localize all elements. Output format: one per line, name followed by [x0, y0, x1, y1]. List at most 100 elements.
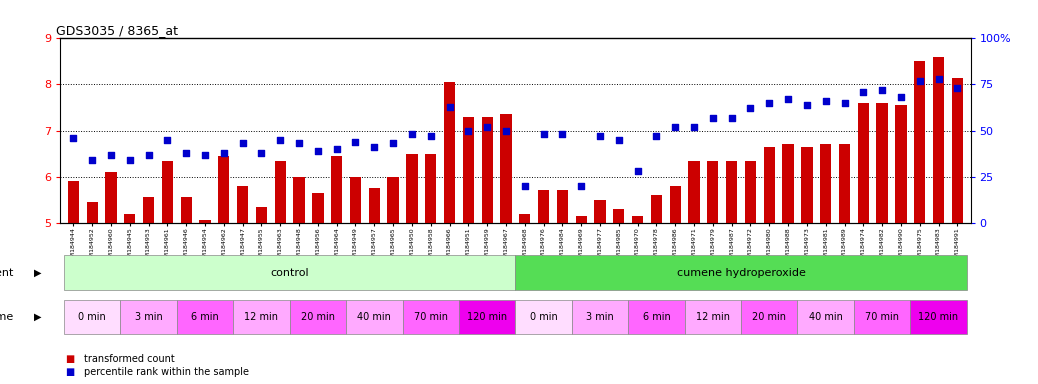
- Point: [65, 135, 82, 141]
- Point: [404, 131, 420, 137]
- Text: 12 min: 12 min: [695, 312, 730, 322]
- Bar: [651, 195, 662, 223]
- Point: [723, 114, 740, 121]
- Bar: [331, 156, 343, 223]
- Point: [497, 127, 514, 134]
- Bar: [350, 177, 361, 223]
- Bar: [234, 300, 290, 334]
- Bar: [914, 61, 926, 223]
- Bar: [952, 78, 963, 223]
- Point: [930, 76, 947, 82]
- Bar: [294, 177, 305, 223]
- Text: ▶: ▶: [33, 268, 42, 278]
- Point: [159, 137, 175, 143]
- Point: [648, 133, 664, 139]
- Point: [949, 85, 965, 91]
- Bar: [67, 181, 79, 223]
- Point: [610, 137, 627, 143]
- Point: [554, 131, 571, 137]
- Bar: [538, 190, 549, 223]
- Point: [272, 137, 289, 143]
- Bar: [516, 255, 966, 290]
- Text: GDS3035 / 8365_at: GDS3035 / 8365_at: [56, 24, 177, 37]
- Bar: [797, 300, 854, 334]
- Bar: [162, 161, 173, 223]
- Point: [780, 96, 796, 102]
- Point: [103, 151, 119, 157]
- Text: 70 min: 70 min: [865, 312, 899, 322]
- Text: ■: ■: [65, 367, 75, 377]
- Point: [121, 157, 138, 163]
- Bar: [275, 161, 285, 223]
- Bar: [707, 161, 718, 223]
- Point: [742, 105, 759, 111]
- Point: [177, 150, 194, 156]
- Point: [385, 141, 402, 147]
- Point: [874, 87, 891, 93]
- Point: [235, 141, 251, 147]
- Bar: [745, 161, 756, 223]
- Bar: [403, 300, 459, 334]
- Point: [705, 114, 721, 121]
- Bar: [595, 200, 605, 223]
- Bar: [368, 188, 380, 223]
- Bar: [482, 117, 493, 223]
- Bar: [176, 300, 234, 334]
- Point: [667, 124, 684, 130]
- Bar: [575, 216, 586, 223]
- Bar: [685, 300, 741, 334]
- Point: [197, 151, 214, 157]
- Bar: [64, 255, 515, 290]
- Text: ■: ■: [65, 354, 75, 364]
- Bar: [688, 161, 700, 223]
- Text: 120 min: 120 min: [919, 312, 959, 322]
- Point: [441, 104, 458, 110]
- Text: 70 min: 70 min: [414, 312, 447, 322]
- Text: agent: agent: [0, 268, 13, 278]
- Text: 3 min: 3 min: [586, 312, 613, 322]
- Point: [911, 78, 928, 84]
- Bar: [741, 300, 797, 334]
- Bar: [876, 103, 887, 223]
- Point: [291, 141, 307, 147]
- Point: [686, 124, 703, 130]
- Bar: [255, 207, 267, 223]
- Point: [84, 157, 101, 163]
- Bar: [820, 144, 831, 223]
- Text: 40 min: 40 min: [809, 312, 843, 322]
- Bar: [910, 300, 966, 334]
- Text: 20 min: 20 min: [753, 312, 786, 322]
- Bar: [839, 144, 850, 223]
- Bar: [406, 154, 417, 223]
- Bar: [556, 190, 568, 223]
- Bar: [346, 300, 403, 334]
- Point: [761, 100, 777, 106]
- Bar: [628, 300, 685, 334]
- Bar: [613, 209, 625, 223]
- Bar: [387, 177, 399, 223]
- Bar: [896, 105, 906, 223]
- Text: 0 min: 0 min: [78, 312, 106, 322]
- Text: transformed count: transformed count: [84, 354, 174, 364]
- Point: [309, 148, 326, 154]
- Bar: [237, 186, 248, 223]
- Point: [347, 139, 363, 145]
- Point: [798, 102, 815, 108]
- Bar: [64, 300, 120, 334]
- Point: [855, 89, 872, 95]
- Bar: [500, 114, 512, 223]
- Text: time: time: [0, 312, 13, 322]
- Bar: [181, 197, 192, 223]
- Point: [253, 150, 270, 156]
- Bar: [933, 57, 945, 223]
- Bar: [218, 156, 229, 223]
- Point: [517, 183, 534, 189]
- Bar: [290, 300, 346, 334]
- Point: [366, 144, 383, 150]
- Point: [592, 133, 608, 139]
- Point: [328, 146, 345, 152]
- Bar: [764, 147, 775, 223]
- Bar: [444, 82, 456, 223]
- Bar: [426, 154, 436, 223]
- Bar: [463, 117, 474, 223]
